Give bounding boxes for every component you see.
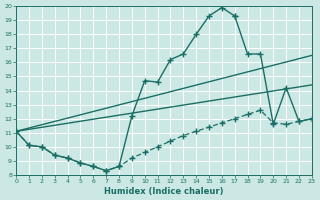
X-axis label: Humidex (Indice chaleur): Humidex (Indice chaleur) xyxy=(104,187,224,196)
